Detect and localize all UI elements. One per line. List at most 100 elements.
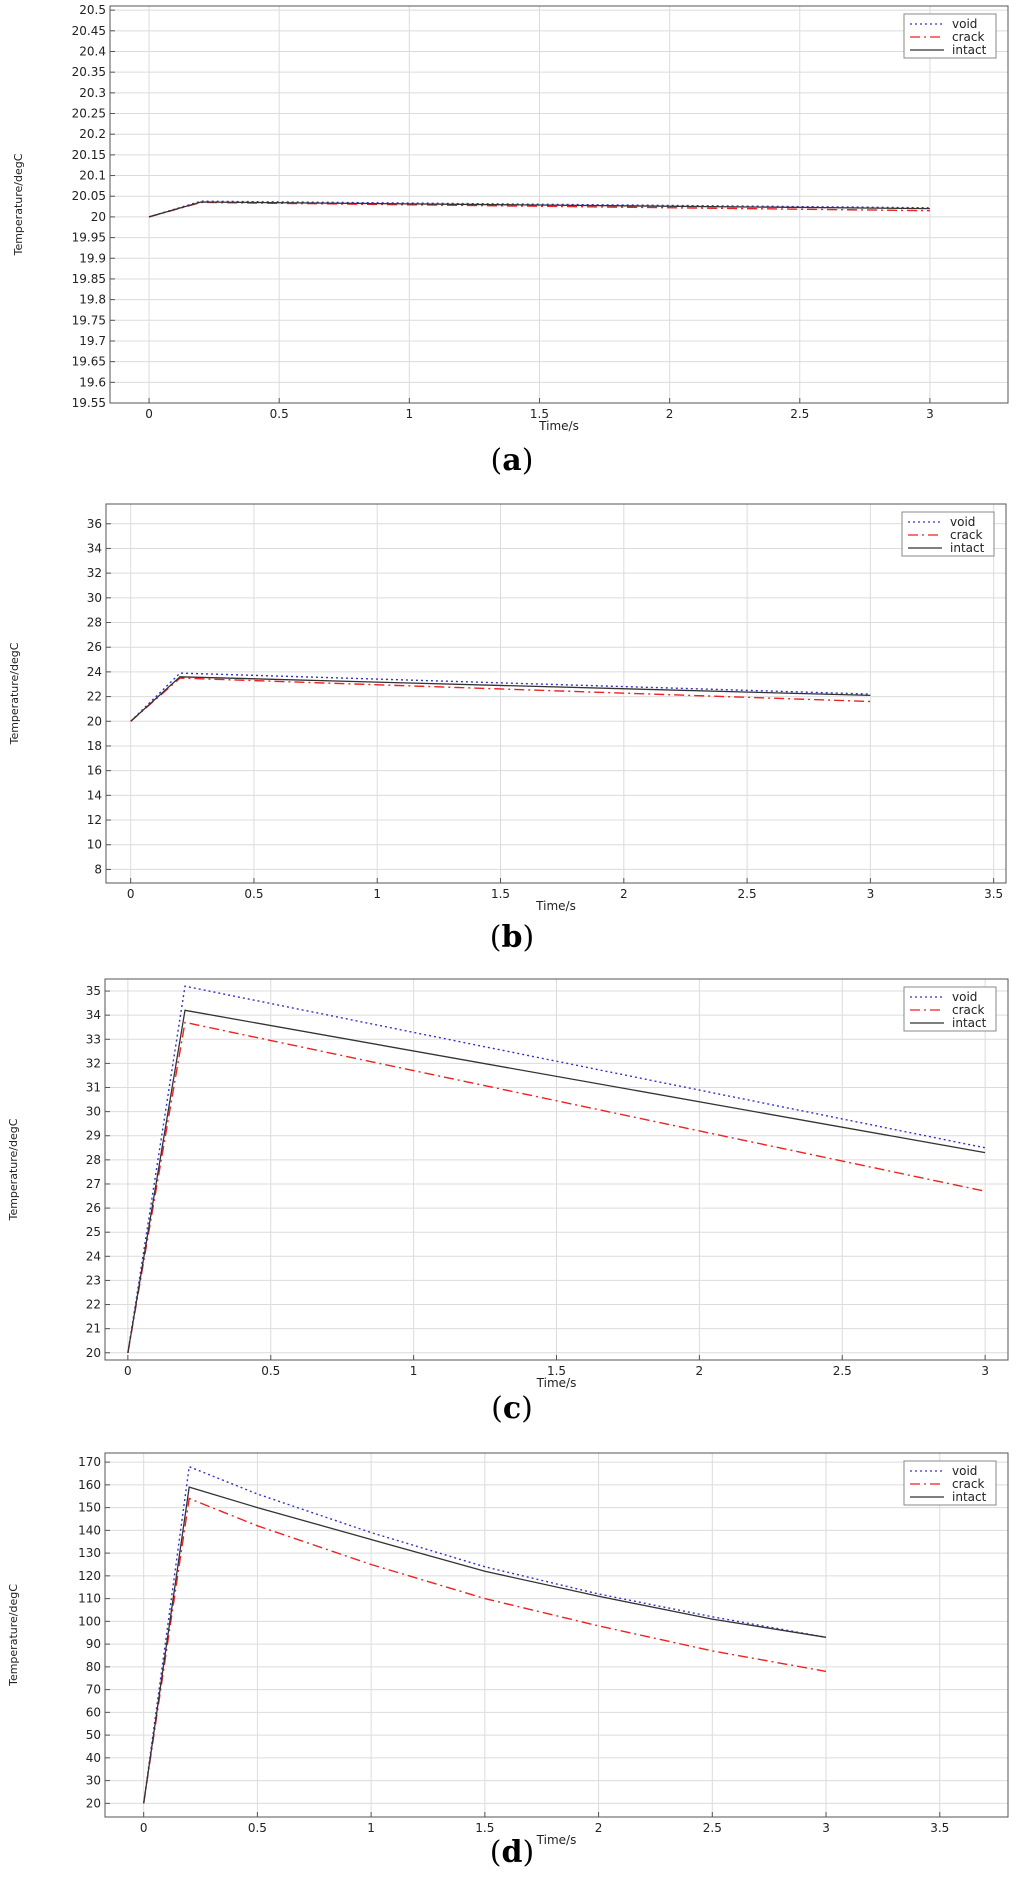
y-tick-label: 20.25	[72, 107, 106, 121]
x-tick-label: 1.5	[491, 887, 510, 901]
x-tick-label: 2	[666, 407, 674, 421]
y-tick-label: 150	[78, 1501, 101, 1515]
chart-panel-b: 0 0.5 1 1.5 2 2.5 3 3.5 8 10 12 14 16 18 20 22 24 26 28 30 3…	[8, 503, 1007, 913]
series-line-crack	[127, 1021, 986, 1353]
y-tick-label: 19.8	[79, 293, 106, 307]
y-tick-label: 40	[86, 1751, 101, 1765]
y-tick-label: 20.5	[79, 3, 106, 17]
series-line-crack	[143, 1497, 827, 1804]
y-tick-label: 22	[86, 1298, 101, 1312]
y-tick-label: 100	[78, 1614, 101, 1628]
y-tick-label: 16	[87, 764, 102, 778]
x-tick-label: 1	[410, 1364, 418, 1378]
plot-area	[106, 504, 1006, 883]
series-line-void	[143, 1465, 827, 1804]
y-tick-label: 20.2	[79, 127, 106, 141]
legend-label-intact: intact	[952, 1016, 987, 1030]
x-tick-label: 0.5	[270, 407, 289, 421]
y-tick-label: 30	[86, 1774, 101, 1788]
y-tick-label: 24	[87, 665, 102, 679]
y-tick-label: 70	[86, 1683, 101, 1697]
legend-label-void: void	[952, 1464, 977, 1478]
y-tick-label: 20.4	[79, 44, 106, 58]
y-tick-label: 20.3	[79, 86, 106, 100]
y-tick-label: 20	[91, 210, 106, 224]
y-tick-label: 22	[87, 690, 102, 704]
chart-panel-c: 0 0.5 1 1.5 2 2.5 3 20 21 22 23 24 25 26 27 28 29 30 31 32 3…	[7, 978, 1009, 1390]
y-tick-label: 33	[86, 1032, 101, 1046]
x-tick-label: 1.5	[530, 407, 549, 421]
y-tick-label: 130	[78, 1546, 101, 1560]
axes-frame	[105, 503, 1007, 884]
series-line-intact	[143, 1486, 827, 1804]
x-axis-label: Time/s	[536, 1833, 577, 1847]
chart-panel-d: 0 0.5 1 1.5 2 2.5 3 3.5 20 30 40 50 60 70 80 90 100 110 12…	[7, 1452, 1009, 1847]
x-tick-label: 0	[145, 407, 153, 421]
x-tick-label: 1.5	[475, 1821, 494, 1835]
y-tick-label: 34	[87, 541, 102, 555]
y-tick-label: 20.45	[72, 24, 106, 38]
legend-label-intact: intact	[952, 43, 987, 57]
panel-label-b: (b)	[490, 920, 534, 955]
legend-label-void: void	[952, 990, 977, 1004]
y-tick-label: 26	[86, 1201, 101, 1215]
legend-box	[903, 1460, 997, 1506]
y-tick-label: 26	[87, 640, 102, 654]
panel-label-c: (c)	[491, 1391, 533, 1426]
x-tick-label: 2	[620, 887, 628, 901]
y-tick-label: 30	[86, 1105, 101, 1119]
legend-label-intact: intact	[952, 1490, 987, 1504]
y-tick-label: 19.65	[72, 355, 106, 369]
x-tick-label: 0.5	[248, 1821, 267, 1835]
y-tick-label: 160	[78, 1478, 101, 1492]
y-tick-label: 20	[87, 714, 102, 728]
x-axis-label: Time/s	[535, 899, 576, 913]
y-tick-label: 25	[86, 1225, 101, 1239]
x-tick-label: 2	[595, 1821, 603, 1835]
legend-label-crack: crack	[952, 1477, 984, 1491]
y-tick-label: 31	[86, 1081, 101, 1095]
y-tick-label: 50	[86, 1728, 101, 1742]
panel-label-a: (a)	[491, 443, 534, 478]
y-tick-label: 19.85	[72, 272, 106, 286]
y-tick-label: 8	[94, 862, 102, 876]
legend-label-intact: intact	[950, 541, 985, 555]
x-tick-label: 2	[696, 1364, 704, 1378]
plot-area	[105, 1453, 1008, 1817]
y-axis-label: Temperature/degC	[7, 1584, 20, 1687]
legend-label-crack: crack	[950, 528, 982, 542]
y-tick-label: 19.95	[72, 231, 106, 245]
y-tick-label: 170	[78, 1455, 101, 1469]
x-tick-label: 0	[140, 1821, 148, 1835]
y-tick-label: 27	[86, 1177, 101, 1191]
y-tick-label: 19.9	[79, 251, 106, 265]
y-tick-label: 19.7	[79, 334, 106, 348]
x-tick-label: 1	[406, 407, 414, 421]
x-tick-label: 1	[367, 1821, 375, 1835]
y-tick-label: 32	[87, 566, 102, 580]
y-axis-label: Temperature/degC	[12, 153, 25, 256]
y-tick-label: 20	[86, 1346, 101, 1360]
y-axis-label: Temperature/degC	[8, 642, 21, 745]
x-tick-label: 3	[867, 887, 875, 901]
y-tick-label: 80	[86, 1660, 101, 1674]
legend-label-crack: crack	[952, 30, 984, 44]
x-tick-label: 1	[373, 887, 381, 901]
y-axis-label: Temperature/degC	[7, 1118, 20, 1221]
y-tick-label: 19.75	[72, 313, 106, 327]
panel-label-d: (d)	[490, 1835, 534, 1870]
series-line-intact	[130, 676, 871, 722]
axes-frame	[109, 5, 1009, 404]
legend-label-void: void	[952, 17, 977, 31]
series-line-intact	[127, 1009, 986, 1353]
y-tick-label: 140	[78, 1523, 101, 1537]
y-tick-label: 35	[86, 984, 101, 998]
legend-label-crack: crack	[952, 1003, 984, 1017]
x-tick-label: 3.5	[930, 1821, 949, 1835]
x-tick-label: 3	[822, 1821, 830, 1835]
